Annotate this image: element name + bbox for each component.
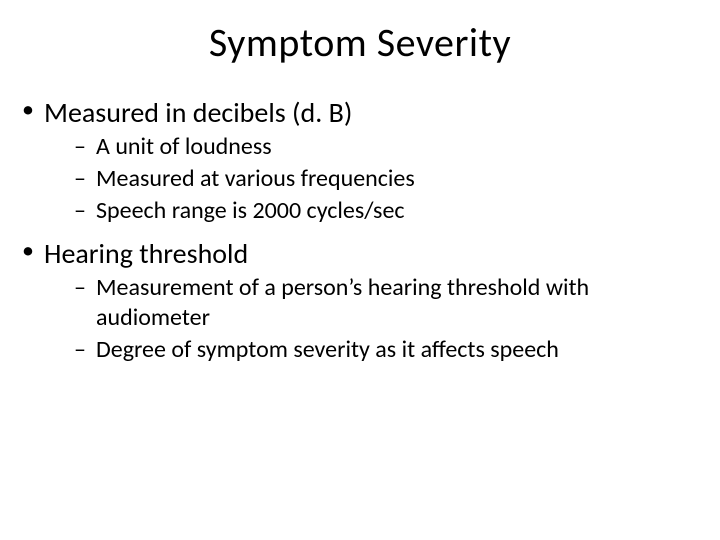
bullet-list-level1: Measured in decibels (d. B) A unit of lo… — [20, 95, 700, 365]
list-item: Degree of symptom severity as it affects… — [74, 335, 700, 365]
bullet-list-level2: A unit of loudness Measured at various f… — [44, 132, 700, 226]
bullet-text: Hearing threshold — [44, 236, 248, 271]
list-item: A unit of loudness — [74, 132, 700, 162]
slide: Symptom Severity Measured in decibels (d… — [0, 0, 720, 540]
bullet-text: Speech range is 2000 cycles/sec — [96, 196, 405, 225]
bullet-text: Degree of symptom severity as it affects… — [96, 335, 559, 364]
bullet-list-level2: Measurement of a person’s hearing thresh… — [44, 273, 700, 365]
slide-title: Symptom Severity — [0, 0, 720, 77]
bullet-text: A unit of loudness — [96, 132, 272, 161]
list-item: Measurement of a person’s hearing thresh… — [74, 273, 700, 333]
bullet-text: Measured at various frequencies — [96, 164, 415, 193]
list-item: Measured at various frequencies — [74, 164, 700, 194]
list-item: Hearing threshold Measurement of a perso… — [20, 236, 700, 365]
bullet-text: Measured in decibels (d. B) — [44, 95, 352, 130]
list-item: Speech range is 2000 cycles/sec — [74, 196, 700, 226]
slide-body: Measured in decibels (d. B) A unit of lo… — [0, 77, 720, 365]
bullet-text: Measurement of a person’s hearing thresh… — [96, 273, 589, 332]
list-item: Measured in decibels (d. B) A unit of lo… — [20, 95, 700, 226]
